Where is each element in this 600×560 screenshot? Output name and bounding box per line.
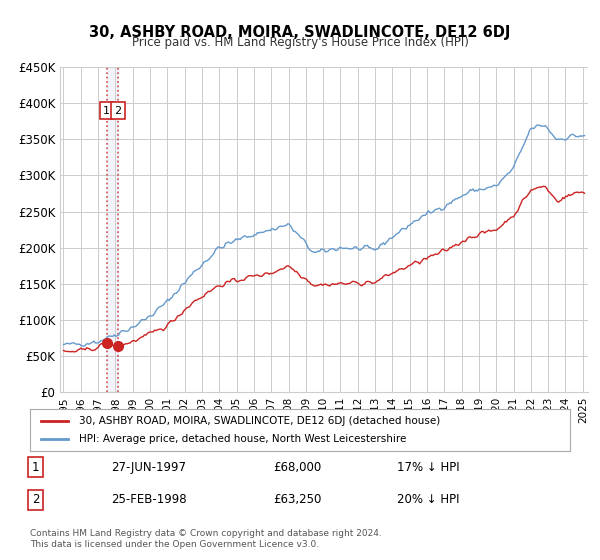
Text: 25-FEB-1998: 25-FEB-1998	[111, 493, 187, 506]
Text: Price paid vs. HM Land Registry's House Price Index (HPI): Price paid vs. HM Land Registry's House …	[131, 36, 469, 49]
Text: 17% ↓ HPI: 17% ↓ HPI	[397, 461, 460, 474]
Text: HPI: Average price, detached house, North West Leicestershire: HPI: Average price, detached house, Nort…	[79, 434, 406, 444]
Text: 27-JUN-1997: 27-JUN-1997	[111, 461, 186, 474]
Bar	[107, 67, 118, 392]
Text: £63,250: £63,250	[273, 493, 322, 506]
Text: 2: 2	[115, 105, 122, 115]
Text: 30, ASHBY ROAD, MOIRA, SWADLINCOTE, DE12 6DJ: 30, ASHBY ROAD, MOIRA, SWADLINCOTE, DE12…	[89, 25, 511, 40]
Text: 2: 2	[32, 493, 39, 506]
Text: 1: 1	[32, 461, 39, 474]
Text: 1: 1	[103, 105, 110, 115]
Text: 20% ↓ HPI: 20% ↓ HPI	[397, 493, 460, 506]
Text: 30, ASHBY ROAD, MOIRA, SWADLINCOTE, DE12 6DJ (detached house): 30, ASHBY ROAD, MOIRA, SWADLINCOTE, DE12…	[79, 416, 440, 426]
Text: Contains HM Land Registry data © Crown copyright and database right 2024.
This d: Contains HM Land Registry data © Crown c…	[30, 529, 382, 549]
Text: £68,000: £68,000	[273, 461, 321, 474]
